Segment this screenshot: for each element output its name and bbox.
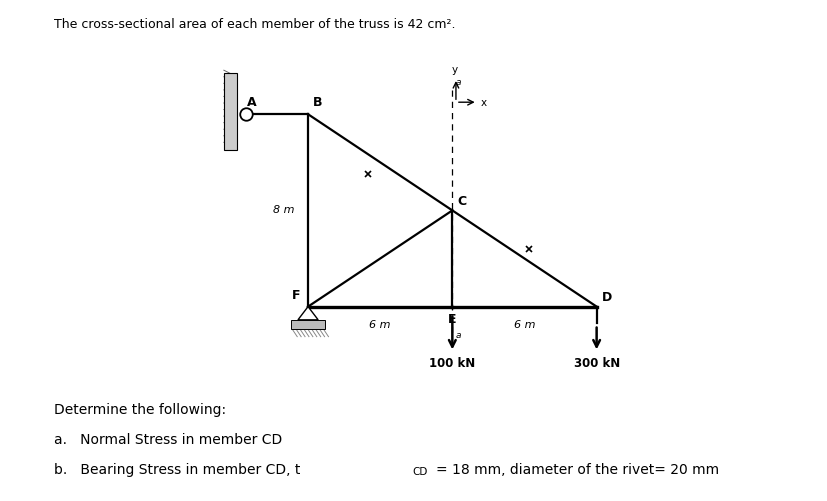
Text: The cross-sectional area of each member of the truss is 42 cm².: The cross-sectional area of each member … (54, 18, 455, 31)
Text: CD: CD (412, 467, 428, 477)
Text: 6 m: 6 m (513, 320, 534, 330)
Text: a: a (456, 78, 461, 87)
Text: x: x (480, 98, 487, 108)
Text: 300 kN: 300 kN (573, 357, 619, 370)
Text: A: A (246, 96, 256, 109)
Text: = 18 mm, diameter of the rivet= 20 mm: = 18 mm, diameter of the rivet= 20 mm (436, 463, 719, 477)
Text: F: F (292, 289, 300, 302)
Text: Determine the following:: Determine the following: (54, 403, 226, 417)
Bar (291, 320, 324, 330)
Text: y: y (452, 65, 457, 75)
Polygon shape (298, 307, 318, 320)
Bar (223, 73, 237, 150)
Text: B: B (313, 96, 323, 109)
Text: 100 kN: 100 kN (428, 357, 475, 370)
Text: b.   Bearing Stress in member CD, t: b. Bearing Stress in member CD, t (54, 463, 300, 477)
Text: C: C (457, 195, 466, 208)
Text: 8 m: 8 m (273, 205, 294, 215)
Text: a: a (456, 331, 461, 340)
Text: a.   Normal Stress in member CD: a. Normal Stress in member CD (54, 433, 282, 447)
Text: D: D (601, 291, 611, 304)
Text: E: E (447, 313, 456, 326)
Text: 6 m: 6 m (369, 320, 390, 330)
